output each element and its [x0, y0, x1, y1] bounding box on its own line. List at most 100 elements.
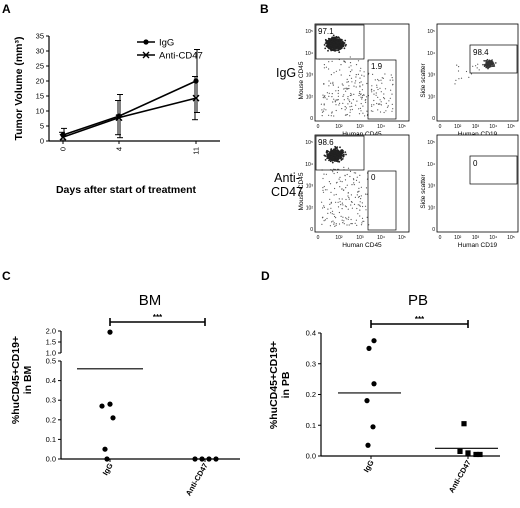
event-dot [349, 106, 351, 108]
event-dot [492, 62, 494, 64]
event-dot [489, 62, 491, 64]
event-dot [357, 196, 360, 198]
x-tick-label: 0 [59, 147, 68, 151]
event-dot [368, 224, 370, 226]
event-dot [334, 215, 336, 218]
event-dot [373, 90, 375, 92]
event-dot [353, 179, 355, 181]
event-dot [332, 101, 334, 103]
event-dot [380, 91, 382, 93]
event-dot [330, 44, 333, 47]
event-dot [380, 104, 382, 106]
flow-x-tick: 10² [335, 124, 343, 130]
event-dot [353, 184, 355, 186]
event-dot [322, 177, 324, 180]
event-dot [332, 151, 335, 154]
flow-y-tick: 0 [432, 227, 435, 233]
event-dot [339, 48, 342, 50]
event-dot [340, 159, 343, 161]
event-dot [333, 43, 335, 45]
event-dot [329, 203, 331, 205]
event-dot [391, 103, 393, 105]
event-dot [335, 223, 337, 225]
event-dot [357, 213, 359, 215]
event-dot [383, 111, 385, 114]
event-dot [347, 98, 349, 100]
event-dot [391, 77, 393, 79]
event-dot [458, 78, 460, 80]
x-tick-label: 11 [192, 147, 201, 155]
event-dot [323, 67, 325, 69]
event-dot [486, 59, 489, 61]
event-dot [377, 78, 379, 81]
event-dot [327, 39, 330, 42]
event-dot [327, 37, 330, 40]
event-dot [362, 105, 364, 107]
data-point-Anti-CD47 [192, 94, 200, 102]
flow-x-tick: 10⁵ [507, 235, 515, 241]
event-dot [338, 198, 340, 200]
event-dot [324, 154, 326, 157]
event-dot [343, 220, 345, 222]
event-dot [389, 79, 391, 81]
flow-x-tick: 10⁴ [489, 124, 497, 130]
event-dot [372, 73, 374, 75]
data-point-Anti-CD47 [461, 421, 467, 427]
event-dot [325, 40, 327, 42]
event-dot [328, 95, 330, 97]
y-tick-label: 1.5 [46, 338, 56, 347]
event-dot [478, 69, 480, 71]
flow-x-label: Human CD19 [458, 242, 498, 249]
event-dot [346, 184, 348, 186]
event-dot [333, 159, 336, 162]
event-dot [346, 81, 348, 83]
event-dot [344, 109, 346, 111]
event-dot [346, 218, 348, 220]
gate-cd19 [469, 44, 518, 74]
event-dot [321, 217, 324, 219]
gate-value-cd19: 98.4 [473, 48, 489, 57]
event-dot [377, 109, 379, 111]
event-dot [321, 201, 323, 203]
event-dot [370, 110, 372, 112]
event-dot [329, 225, 331, 227]
event-dot [377, 88, 379, 91]
event-dot [338, 39, 341, 42]
data-point-Anti-CD47 [465, 450, 471, 456]
event-dot [493, 64, 495, 66]
significance-label: *** [153, 313, 163, 322]
significance-label: *** [415, 315, 425, 324]
event-dot [361, 89, 363, 91]
event-dot [341, 202, 343, 204]
event-dot [328, 80, 330, 82]
event-dot [350, 218, 352, 221]
event-dot [392, 84, 394, 86]
event-dot [323, 103, 325, 105]
gate-value-mouse: 98.6 [318, 138, 334, 147]
event-dot [456, 64, 458, 66]
event-dot [322, 189, 324, 191]
event-dot [359, 209, 361, 211]
event-dot [378, 80, 380, 82]
event-dot [339, 180, 341, 182]
data-point-IgG [366, 345, 372, 351]
event-dot [351, 207, 353, 209]
event-dot [495, 62, 497, 64]
event-dot [368, 72, 370, 74]
data-point-IgG [364, 398, 370, 404]
legend-marker [142, 51, 150, 59]
plot-frame [314, 134, 410, 233]
event-dot [341, 158, 344, 160]
event-dot [350, 77, 353, 79]
y-axis-title: %huCD45+CD19+in PB [268, 341, 292, 429]
y-axis-title: Tumor Volume (mm³) [13, 36, 25, 140]
event-dot [334, 36, 337, 39]
event-dot [342, 216, 344, 218]
event-dot [352, 99, 354, 101]
event-dot [365, 96, 368, 98]
event-dot [351, 94, 353, 96]
event-dot [322, 94, 324, 96]
event-dot [377, 96, 379, 98]
event-dot [351, 105, 353, 107]
event-dot [329, 160, 332, 163]
